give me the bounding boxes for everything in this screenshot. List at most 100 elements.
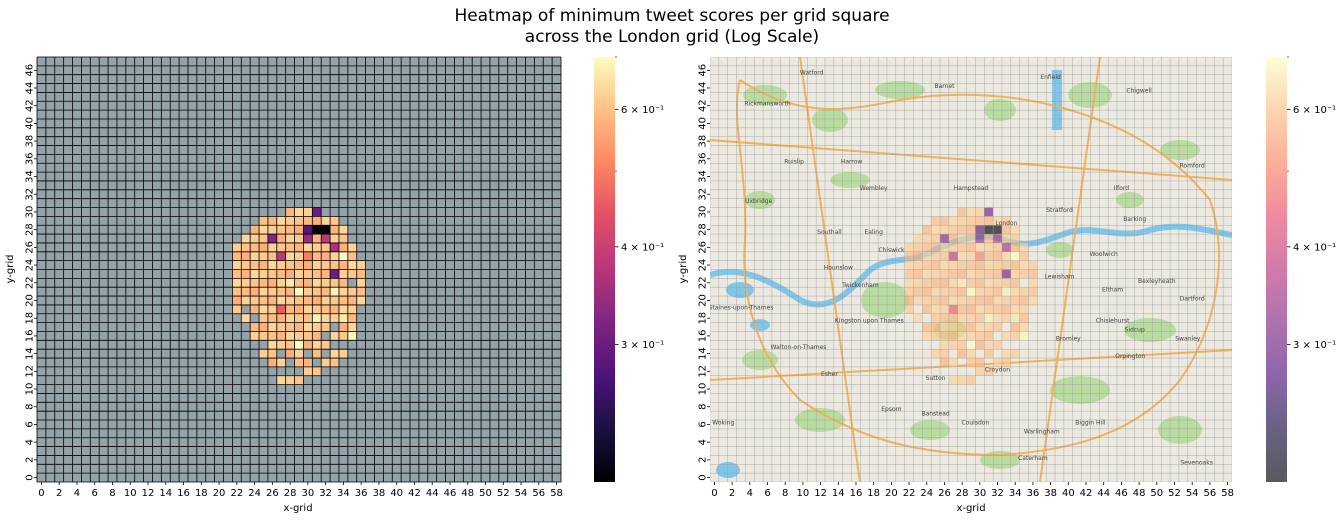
x-tick-label: 50	[479, 488, 492, 499]
heatmap-cell	[285, 234, 295, 243]
map-place-label: Uxbridge	[745, 198, 773, 205]
x-tick-label: 30	[302, 488, 315, 499]
heatmap-cell	[975, 366, 985, 376]
heatmap-cell	[267, 322, 277, 332]
heatmap-cell	[312, 296, 322, 305]
heatmap-cell	[330, 260, 339, 270]
heatmap-cell	[241, 234, 251, 243]
heatmap-cell	[250, 251, 260, 261]
heatmap-cell	[913, 251, 923, 261]
colorbar-tick-label: 3 × 10⁻¹	[621, 340, 664, 351]
map-place-label: Chiswick	[878, 247, 905, 254]
heatmap-cell	[957, 304, 967, 314]
heatmap-cell	[975, 304, 985, 314]
heatmap-cell	[1010, 269, 1020, 279]
left-grid-lines	[36, 56, 562, 483]
map-place-label: Ilford	[1114, 185, 1130, 192]
heatmap-cell	[948, 375, 958, 385]
heatmap-cell	[356, 269, 366, 279]
heatmap-cell	[347, 296, 357, 305]
heatmap-cell	[338, 287, 348, 297]
heatmap-cell	[966, 296, 976, 305]
heatmap-cell	[1010, 242, 1020, 252]
heatmap-cell	[975, 313, 985, 323]
heatmap-cell	[321, 304, 331, 314]
heatmap-cell	[232, 269, 242, 279]
figure-title-line-2: across the London grid (Log Scale)	[525, 27, 819, 47]
heatmap-cell	[321, 225, 331, 235]
heatmap-cell	[993, 242, 1002, 252]
heatmap-cell	[285, 304, 295, 314]
heatmap-cell	[966, 260, 976, 270]
heatmap-cell	[276, 251, 286, 261]
heatmap-cell	[931, 287, 941, 297]
heatmap-cell	[966, 278, 976, 288]
heatmap-cell	[948, 225, 958, 235]
heatmap-cell	[276, 358, 286, 367]
x-tick-label: 20	[213, 488, 226, 499]
heatmap-cell	[250, 242, 260, 252]
x-tick-label: 6	[764, 488, 770, 499]
heatmap-cell	[312, 251, 322, 261]
right-x-ticks: 0 2 4 6 8 10 12 14 16 18 20 22 24 26 28 30 32 34 36 38 40 42 4…	[711, 482, 1234, 499]
x-tick-label: 28	[956, 488, 969, 499]
heatmap-cell	[975, 331, 985, 341]
heatmap-cell	[948, 269, 958, 279]
heatmap-cell	[957, 331, 967, 341]
x-tick-label: 48	[461, 488, 474, 499]
heatmap-cell	[966, 358, 976, 367]
heatmap-cell	[338, 278, 348, 288]
x-tick-label: 42	[1080, 488, 1093, 499]
heatmap-cell	[948, 340, 958, 350]
heatmap-cell	[984, 242, 994, 252]
heatmap-cell	[276, 242, 286, 252]
heatmap-cell	[294, 331, 304, 341]
heatmap-cell	[294, 358, 304, 367]
heatmap-cell	[250, 296, 260, 305]
heatmap-cell	[312, 322, 322, 332]
y-tick-label: 4	[25, 439, 36, 445]
y-tick-label: 24	[25, 259, 36, 272]
map-place-label: Staines-upon-Thames	[709, 304, 774, 311]
heatmap-cell	[294, 296, 304, 305]
heatmap-cell	[330, 242, 339, 252]
heatmap-cell	[267, 269, 277, 279]
heatmap-cell	[1001, 287, 1011, 297]
map-place-label: Hounslow	[824, 265, 853, 272]
heatmap-cell	[1028, 296, 1038, 305]
heatmap-cell	[294, 313, 304, 323]
heatmap-cell	[232, 287, 242, 297]
heatmap-cell	[285, 322, 295, 332]
heatmap-cell	[984, 287, 994, 297]
heatmap-cell	[250, 234, 260, 243]
heatmap-cell	[940, 358, 949, 367]
y-tick-label: 10	[25, 383, 36, 396]
heatmap-cell	[1019, 296, 1029, 305]
heatmap-cell	[294, 278, 304, 288]
y-tick-label: 22	[698, 276, 709, 289]
heatmap-cell	[356, 260, 366, 270]
heatmap-cell	[993, 358, 1002, 367]
heatmap-cell	[303, 234, 313, 243]
heatmap-cell	[241, 251, 251, 261]
x-tick-label: 40	[1062, 488, 1075, 499]
heatmap-cell	[1010, 287, 1020, 297]
x-tick-label: 46	[444, 488, 457, 499]
x-tick-label: 32	[991, 488, 1004, 499]
heatmap-cell	[303, 278, 313, 288]
y-tick-label: 12	[698, 365, 709, 378]
x-tick-label: 0	[38, 488, 44, 499]
heatmap-cell	[312, 349, 322, 359]
heatmap-cell	[948, 216, 958, 226]
heatmap-cell	[940, 331, 949, 341]
heatmap-cell	[241, 269, 251, 279]
heatmap-cell	[276, 304, 286, 314]
heatmap-cell	[241, 313, 251, 323]
map-place-label: Biggin Hill	[1075, 419, 1106, 426]
heatmap-cell	[966, 322, 976, 332]
heatmap-cell	[913, 313, 923, 323]
heatmap-cell	[294, 304, 304, 314]
heatmap-cell	[312, 287, 322, 297]
colorbar-tick-label: 4 × 10⁻¹	[1293, 242, 1336, 253]
heatmap-cell	[913, 287, 923, 297]
